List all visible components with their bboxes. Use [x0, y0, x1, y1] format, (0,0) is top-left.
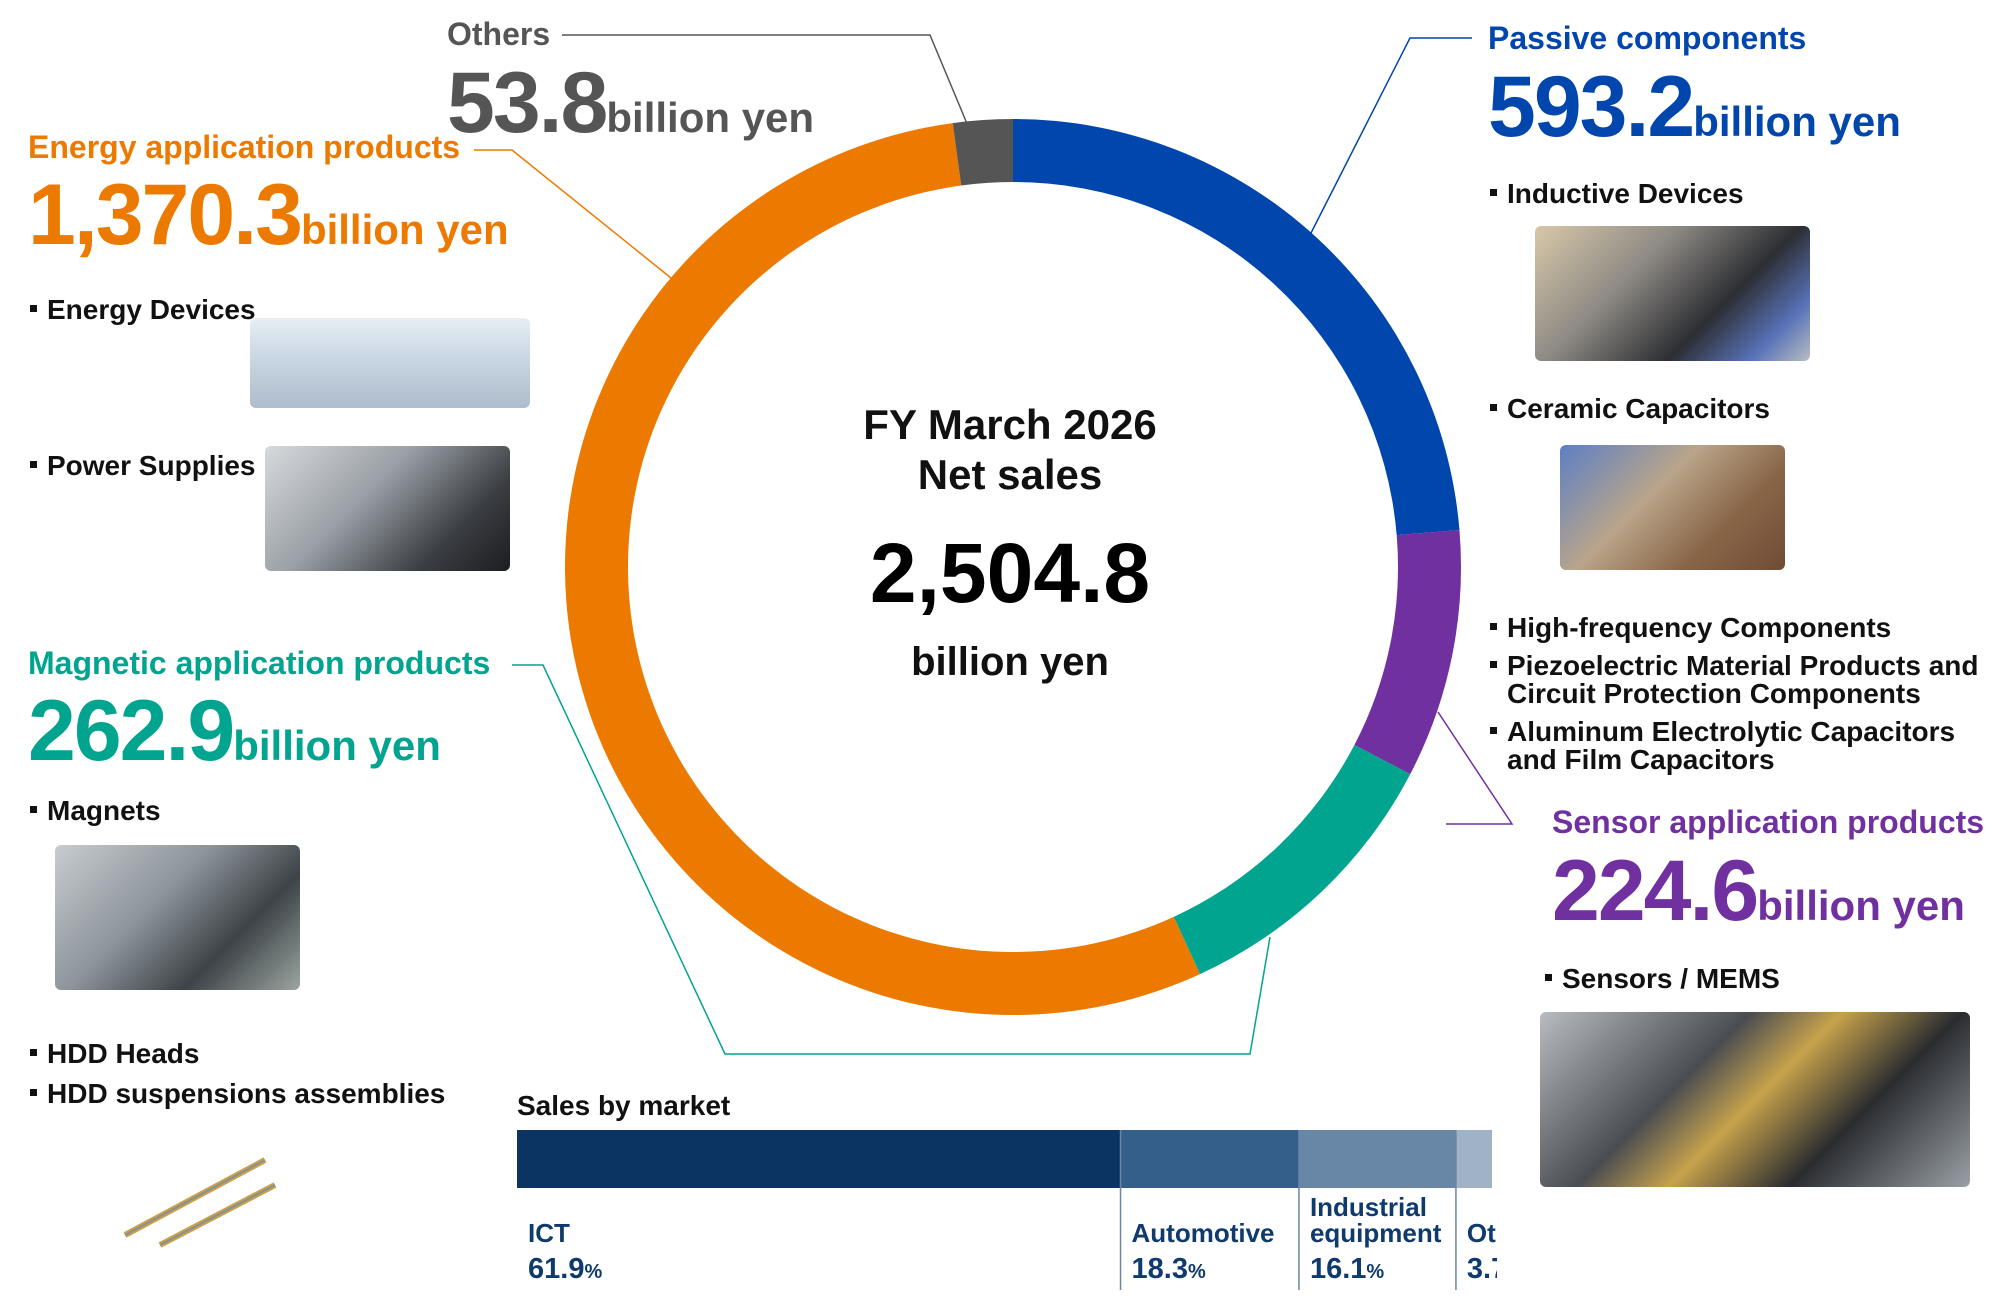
passive-item-inductive-devices: Inductive Devices [1490, 180, 1744, 208]
market-bar-ict [517, 1130, 1121, 1188]
market-bar-other [1455, 1130, 1492, 1188]
market-value-ict: 61.9% [528, 1253, 602, 1285]
market-title: Sales by market [517, 1090, 731, 1121]
passive-value-number: 593.2 [1488, 59, 1695, 155]
magnetic-value-unit: billion yen [233, 722, 441, 769]
leader-passive [1309, 37, 1472, 236]
power-supplies-photo [265, 446, 510, 571]
magnetic-value: 262.9billion yen [28, 688, 441, 774]
donut-center: FY March 2026 Net sales 2,504.8 billion … [780, 400, 1240, 685]
energy-devices-photo [250, 318, 530, 408]
passive-label: Passive components [1488, 20, 1807, 56]
others-value-number: 53.8 [447, 55, 608, 151]
energy-value: 1,370.3billion yen [28, 172, 509, 258]
market-bar-automotive [1120, 1130, 1299, 1188]
magnetic-item-hdd-heads: HDD Heads [30, 1040, 199, 1068]
energy-label: Energy application products [28, 129, 461, 165]
magnetic-value-number: 262.9 [28, 683, 235, 779]
sensor-value: 224.6billion yen [1552, 848, 1965, 934]
market-label-other: Other [1467, 1218, 1497, 1248]
market-value-industrial-equipment: 16.1% [1310, 1253, 1384, 1285]
donut-slice-sensor [1354, 529, 1461, 775]
market-bar-industrial-equipment [1298, 1130, 1456, 1188]
passive-value-unit: billion yen [1693, 98, 1901, 145]
passive-item-aluminum-electrolytic: Aluminum Electrolytic Capacitors and Fil… [1490, 718, 2000, 774]
passive-item-ceramic-capacitors: Ceramic Capacitors [1490, 395, 1770, 423]
leader-energy [474, 149, 677, 283]
donut-slice-magnetic [1173, 744, 1411, 975]
passive-item-piezoelectric: Piezoelectric Material Products and Circ… [1490, 652, 2000, 708]
others-label: Others [447, 16, 551, 52]
market-label-automotive: Automotive [1132, 1218, 1275, 1248]
sensor-label: Sensor application products [1552, 804, 1985, 840]
market-label-ict: ICT [528, 1218, 570, 1248]
sensor-value-number: 224.6 [1552, 843, 1759, 939]
leader-sensor [1437, 711, 1514, 825]
magnets-photo [55, 845, 300, 990]
center-title-line1: FY March 2026 [863, 401, 1157, 448]
center-total: 2,504.8 [869, 526, 1151, 620]
leader-others [562, 34, 969, 127]
market-value-automotive: 18.3% [1132, 1253, 1206, 1285]
donut-arcs [565, 119, 1461, 1016]
sensor-value-unit: billion yen [1757, 882, 1965, 929]
energy-item-energy-devices: Energy Devices [30, 296, 256, 324]
hdd-suspension-photo [123, 1157, 277, 1248]
market-value-other: 3.7% [1467, 1253, 1497, 1285]
energy-item-power-supplies: Power Supplies [30, 452, 256, 480]
energy-value-unit: billion yen [300, 206, 509, 253]
others-value-unit: billion yen [606, 94, 815, 141]
energy-value-number: 1,370.3 [28, 167, 303, 263]
inductive-devices-photo [1535, 226, 1810, 361]
sensor-item-sensors-mems: Sensors / MEMS [1545, 965, 1780, 993]
donut-slice-passive [1013, 119, 1460, 536]
passive-value: 593.2billion yen [1488, 64, 1901, 150]
passive-item-high-frequency: High-frequency Components [1490, 614, 1891, 642]
magnetic-label: Magnetic application products [28, 645, 491, 681]
sensors-mems-photo [1540, 1012, 1970, 1187]
market-label-industrial-equipment: Industrial equipment [1310, 1192, 1442, 1248]
magnetic-item-magnets: Magnets [30, 797, 161, 825]
magnetic-item-hdd-suspensions: HDD suspensions assemblies [30, 1080, 445, 1108]
leader-magnetic [512, 664, 1271, 1055]
leader-lines [474, 34, 1514, 1055]
others-value: 53.8billion yen [447, 60, 814, 146]
ceramic-capacitors-photo [1560, 445, 1785, 570]
center-title-line2: Net sales [917, 451, 1103, 498]
center-unit: billion yen [911, 640, 1109, 684]
donut-slice-others [952, 119, 1013, 186]
market-bar-chart: ICT 61.9% Automotive 18.3% Industrial equipme… [517, 1130, 1497, 1290]
